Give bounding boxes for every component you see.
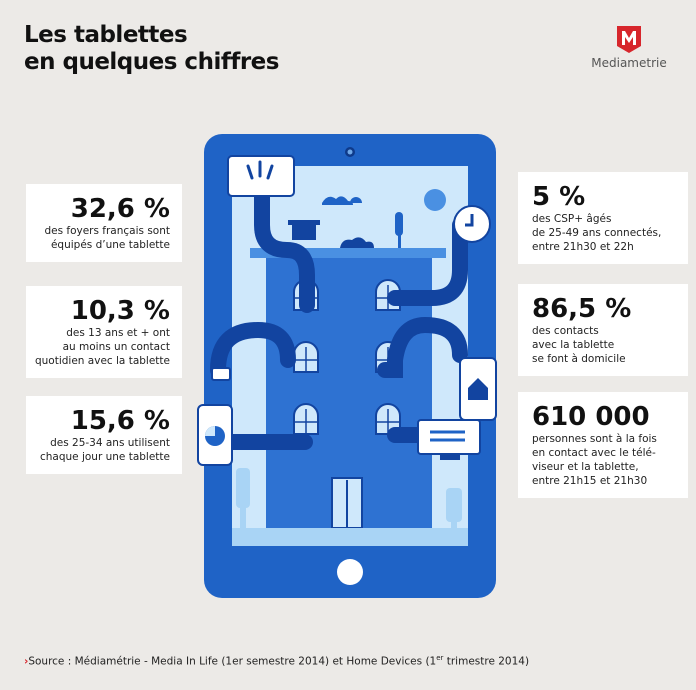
stat-desc-line: personnes sont à la fois — [532, 433, 657, 445]
stat-card-foyers: 32,6 % des foyers français sont équipés … — [26, 184, 182, 262]
stat-desc-line: équipés d’une tablette — [50, 239, 170, 251]
page-title: Les tablettes en quelques chiffres — [24, 22, 279, 76]
stat-desc-line: avec la tablette — [532, 339, 615, 351]
stat-desc-line: des CSP+ âgés — [532, 213, 612, 225]
stat-desc-line: des contacts — [532, 325, 599, 337]
stat-desc-line: chaque jour une tablette — [39, 451, 170, 463]
stat-card-usage: 15,6 % des 25-34 ans utilisent chaque jo… — [26, 396, 182, 474]
stat-desc-line: entre 21h30 et 22h — [532, 241, 634, 253]
stat-desc-line: des 25-34 ans utilisent — [50, 437, 170, 449]
source-sup: er — [436, 654, 444, 662]
stat-value: 86,5 % — [532, 294, 632, 324]
stat-desc-line: des foyers français sont — [44, 225, 170, 237]
source-marker-icon: › — [24, 655, 29, 668]
stat-value: 5 % — [532, 182, 586, 212]
stat-desc-line: quotidien avec la tablette — [34, 355, 170, 367]
tablet-illustration — [197, 134, 497, 598]
source-suffix: trimestre 2014) — [443, 655, 530, 668]
stat-card-domicile: 86,5 % des contacts avec la tablette se … — [518, 284, 688, 376]
title-line-2: en quelques chiffres — [24, 49, 279, 75]
stat-desc-line: au moins un contact — [62, 341, 170, 353]
stat-desc-line: des 13 ans et + ont — [66, 327, 170, 339]
stat-value: 610 000 — [532, 402, 650, 432]
mediametrie-logo: Mediametrie — [583, 24, 675, 70]
stat-desc-line: entre 21h15 et 21h30 — [532, 475, 648, 487]
stat-card-csp: 5 % des CSP+ âgés de 25-49 ans connectés… — [518, 172, 688, 264]
stat-desc-line: en contact avec le télé- — [532, 447, 656, 459]
stat-card-contact: 10,3 % des 13 ans et + ont au moins un c… — [26, 286, 182, 378]
stat-desc-line: se font à domicile — [532, 353, 626, 365]
stat-desc-line: viseur et la tablette, — [532, 461, 639, 473]
stat-value: 15,6 % — [70, 406, 170, 436]
logo-m-icon — [617, 26, 641, 53]
stat-value: 10,3 % — [70, 296, 170, 326]
brand-name: Mediametrie — [591, 56, 667, 70]
source-prefix: Source : Médiamétrie - Media In Life (1e… — [28, 655, 437, 668]
stat-card-multiscreen: 610 000 personnes sont à la fois en cont… — [518, 392, 688, 498]
source-note: ›Source : Médiamétrie - Media In Life (1… — [24, 654, 529, 668]
stat-value: 32,6 % — [70, 194, 170, 224]
title-line-1: Les tablettes — [24, 22, 188, 48]
stat-desc-line: de 25-49 ans connectés, — [532, 227, 662, 239]
